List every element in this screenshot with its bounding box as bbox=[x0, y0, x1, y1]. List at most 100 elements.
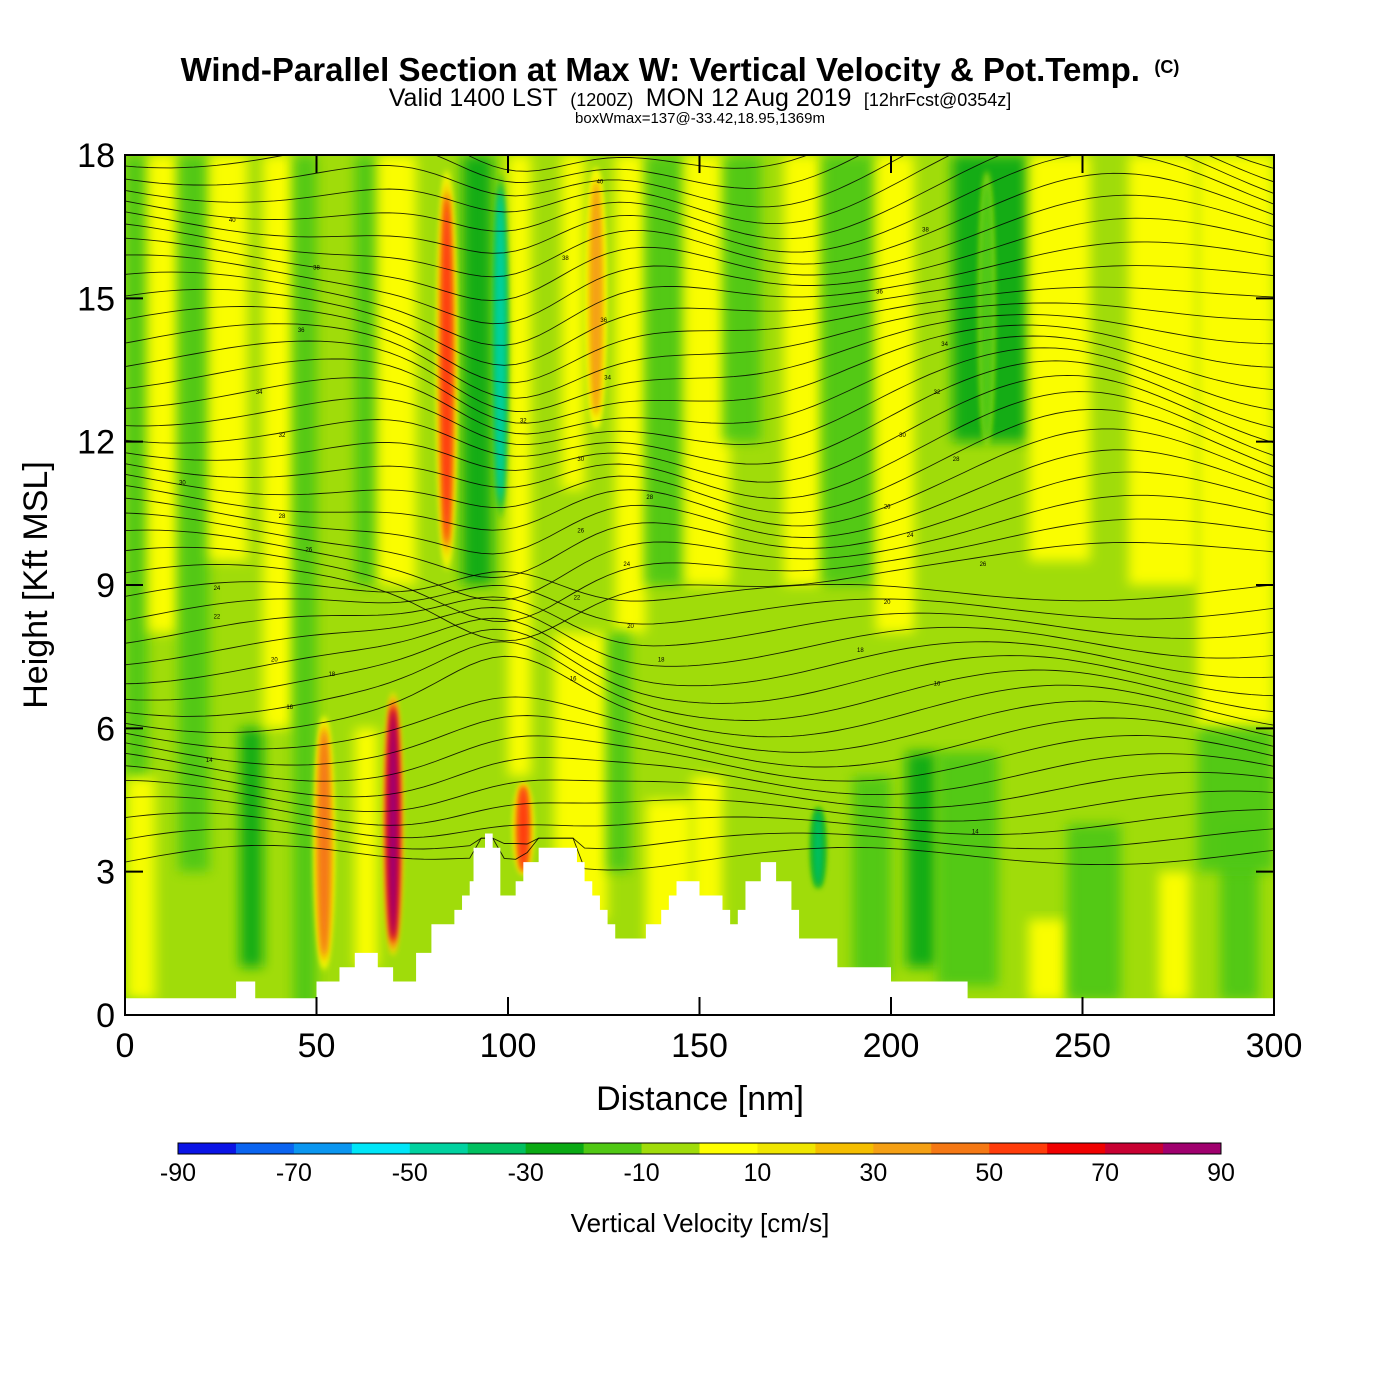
updraft-column bbox=[318, 732, 330, 954]
colorbar-swatch bbox=[293, 1143, 353, 1154]
velocity-band bbox=[147, 155, 179, 633]
colorbar-swatch bbox=[583, 1143, 643, 1154]
theta-contour bbox=[125, 494, 1274, 601]
contour-label: 24 bbox=[623, 562, 630, 568]
y-tick-label: 18 bbox=[77, 137, 115, 175]
theta-contour bbox=[125, 617, 1274, 687]
y-tick-label: 6 bbox=[96, 710, 115, 748]
theta-contour bbox=[125, 172, 1274, 278]
colorbar-swatch bbox=[467, 1143, 527, 1154]
theta-contour bbox=[125, 771, 1274, 813]
contour-label: 36 bbox=[298, 328, 305, 334]
colorbar-swatch bbox=[1105, 1143, 1164, 1154]
contour-label: 20 bbox=[627, 624, 634, 630]
contour-label: 30 bbox=[577, 457, 584, 463]
colorbar-label: 10 bbox=[744, 1159, 772, 1187]
colorbar-swatch bbox=[873, 1143, 932, 1154]
velocity-band bbox=[1197, 728, 1274, 872]
contour-label: 38 bbox=[922, 227, 929, 233]
velocity-band bbox=[1159, 871, 1190, 1001]
contour-label: 14 bbox=[972, 829, 979, 835]
colorbar-label: 50 bbox=[975, 1159, 1003, 1187]
velocity-band bbox=[1028, 919, 1068, 1001]
downdraft-column bbox=[813, 809, 824, 886]
colorbar-swatch bbox=[1163, 1143, 1222, 1154]
contour-label: 32 bbox=[520, 419, 527, 425]
theta-contour bbox=[125, 324, 1274, 424]
contour-label: 30 bbox=[899, 433, 906, 439]
colorbar-swatch bbox=[699, 1143, 758, 1154]
theta-contour bbox=[125, 286, 1274, 384]
contour-label: 26 bbox=[305, 548, 312, 554]
colorbar-label: -10 bbox=[623, 1159, 659, 1187]
contour-label: 22 bbox=[214, 614, 221, 620]
velocity-band bbox=[1028, 155, 1091, 562]
y-tick-label: 0 bbox=[96, 997, 115, 1035]
svg-text:Valid 1400 LST (1200Z): Valid 1400 LST (1200Z) MON 12 Aug 2019 [… bbox=[389, 84, 1012, 112]
velocity-band bbox=[262, 155, 294, 729]
forecast-info: [12hrFcst@0354z] bbox=[864, 90, 1011, 110]
terrain bbox=[125, 833, 1274, 1015]
theta-contour bbox=[125, 735, 1274, 782]
updraft-column bbox=[441, 198, 452, 542]
contour-label: 26 bbox=[980, 562, 987, 568]
colorbar-label: -50 bbox=[392, 1159, 428, 1187]
contour-label: 40 bbox=[229, 218, 236, 224]
updraft-column bbox=[387, 709, 399, 939]
theta-contour bbox=[125, 347, 1274, 446]
valid-utc: (1200Z) bbox=[570, 90, 633, 110]
contour-label: 28 bbox=[279, 514, 286, 520]
velocity-band bbox=[1128, 155, 1198, 585]
updraft-column bbox=[518, 786, 529, 871]
y-axis-label: Height [Kft MSL] bbox=[17, 461, 55, 709]
x-axis-label: Distance [nm] bbox=[596, 1080, 804, 1118]
theta-contour bbox=[125, 607, 1274, 667]
colorbar-swatch bbox=[989, 1143, 1048, 1154]
colorbar-swatch bbox=[1047, 1143, 1106, 1154]
contour-label: 32 bbox=[934, 390, 941, 396]
velocity-band bbox=[936, 752, 999, 987]
colorbar-label: 70 bbox=[1091, 1159, 1119, 1187]
contour-label: 38 bbox=[562, 256, 569, 262]
velocity-band bbox=[561, 155, 585, 490]
theta-contour bbox=[125, 641, 1274, 721]
theta-contour bbox=[125, 753, 1274, 798]
downdraft-column bbox=[495, 193, 506, 499]
theta-contour bbox=[125, 155, 862, 189]
y-tick-label: 12 bbox=[77, 424, 115, 462]
colorbar-label: 30 bbox=[859, 1159, 887, 1187]
velocity-band bbox=[607, 632, 631, 872]
theta-contour bbox=[125, 155, 1274, 225]
velocity-band bbox=[293, 155, 317, 1015]
contour-labels: 40 38 36 34 32 30 28 26 24 22 20 18 16 14 40 38 36 34 32 30… bbox=[179, 180, 987, 836]
colorbar-swatch bbox=[641, 1143, 700, 1154]
colorbar: -90 -70 -50 -30 -10 10 30 50 70 90 bbox=[160, 1142, 1235, 1187]
velocity-band bbox=[354, 728, 378, 968]
contour-label: 22 bbox=[574, 595, 581, 601]
colorbar-swatch bbox=[931, 1143, 990, 1154]
colorbar-swatch bbox=[757, 1143, 816, 1154]
velocity-band bbox=[645, 155, 685, 585]
theta-contour bbox=[125, 518, 1274, 623]
contour-label: 28 bbox=[646, 495, 653, 501]
valid-time: Valid 1400 LST bbox=[389, 84, 558, 112]
contour-label: 36 bbox=[600, 318, 607, 324]
contour-label: 20 bbox=[271, 657, 278, 663]
updraft-column bbox=[590, 183, 602, 413]
velocity-band bbox=[178, 155, 210, 872]
contour-label: 34 bbox=[604, 376, 611, 382]
theta-contour bbox=[125, 335, 1274, 435]
contour-label: 16 bbox=[286, 705, 293, 711]
theta-contour bbox=[125, 696, 1274, 753]
theta-contour bbox=[125, 628, 1274, 704]
colorbar-swatch bbox=[178, 1143, 237, 1154]
velocity-band bbox=[722, 155, 761, 442]
velocity-band bbox=[125, 776, 156, 1001]
contour-label: 16 bbox=[934, 681, 941, 687]
contour-label: 34 bbox=[941, 342, 948, 348]
theta-contour bbox=[125, 314, 1274, 412]
theta-contour bbox=[125, 542, 1274, 642]
theta-contour bbox=[125, 194, 1274, 302]
